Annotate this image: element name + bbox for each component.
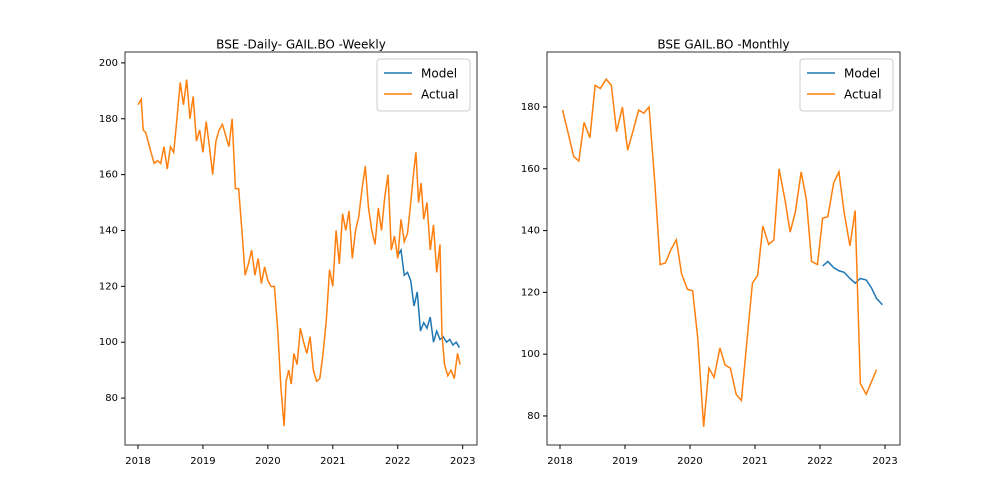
legend-box	[376, 58, 471, 112]
x-tick-label: 2021	[320, 456, 345, 467]
y-tick-label: 140	[521, 226, 540, 237]
x-tick-label: 2023	[450, 456, 475, 467]
series-line	[561, 77, 878, 427]
x-tick-label: 2018	[125, 456, 150, 467]
chart-title: BSE GAIL.BO -Monthly	[657, 38, 789, 52]
x-tick-label: 2019	[612, 456, 637, 467]
y-tick-label: 80	[527, 411, 540, 422]
legend-label: Model	[844, 67, 880, 81]
legend-label: Actual	[421, 88, 459, 102]
x-tick-label: 2022	[385, 456, 410, 467]
y-tick-label: 120	[521, 287, 540, 298]
y-tick-label: 140	[99, 225, 118, 236]
x-tick-label: 2021	[742, 456, 767, 467]
series-line	[137, 79, 461, 427]
y-tick-label: 120	[99, 281, 118, 292]
y-tick-label: 180	[521, 102, 540, 113]
series-line	[822, 260, 883, 306]
x-tick-label: 2023	[872, 456, 897, 467]
y-tick-label: 160	[99, 170, 118, 181]
x-tick-label: 2020	[255, 456, 280, 467]
y-tick-label: 100	[99, 337, 118, 348]
x-tick-label: 2020	[677, 456, 702, 467]
y-tick-label: 200	[99, 58, 118, 69]
x-tick-label: 2022	[807, 456, 832, 467]
legend-label: Model	[421, 67, 457, 81]
y-tick-label: 100	[521, 349, 540, 360]
y-tick-label: 80	[105, 393, 118, 404]
x-tick-label: 2019	[190, 456, 215, 467]
legend-label: Actual	[844, 88, 882, 102]
x-tick-label: 2018	[547, 456, 572, 467]
axes-frame	[124, 51, 478, 446]
chart-title: BSE -Daily- GAIL.BO -Weekly	[216, 38, 386, 52]
legend-box	[799, 58, 894, 112]
y-tick-label: 180	[99, 114, 118, 125]
axes-frame	[546, 51, 901, 446]
y-tick-label: 160	[521, 164, 540, 175]
series-line	[397, 247, 461, 349]
